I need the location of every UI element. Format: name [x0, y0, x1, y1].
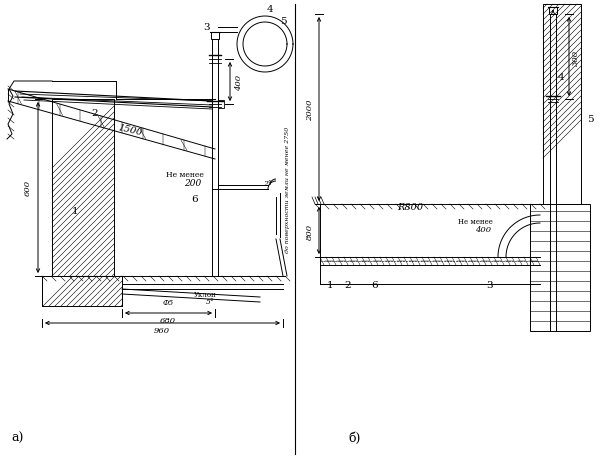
Text: 400: 400 — [475, 225, 491, 234]
Text: 6: 6 — [371, 280, 379, 289]
Text: Не менее: Не менее — [166, 171, 204, 179]
Text: 800: 800 — [306, 224, 314, 240]
Text: 4: 4 — [557, 73, 565, 81]
Text: 2: 2 — [92, 108, 98, 117]
Text: 5°: 5° — [206, 297, 214, 305]
Text: 5: 5 — [587, 115, 593, 124]
Text: 1: 1 — [71, 207, 79, 216]
Text: 400: 400 — [235, 74, 243, 90]
Text: до поверхности земли не менее 2750: до поверхности земли не менее 2750 — [284, 127, 290, 252]
Text: 2°: 2° — [263, 179, 272, 188]
Text: 200: 200 — [184, 178, 202, 187]
Text: 1500: 1500 — [117, 123, 143, 137]
Bar — [218, 101, 224, 109]
Text: б): б) — [349, 431, 361, 443]
Text: Ф5: Ф5 — [163, 298, 173, 306]
Bar — [549, 8, 557, 15]
Text: 3: 3 — [487, 280, 493, 289]
Text: 600: 600 — [24, 179, 32, 196]
Text: 5: 5 — [280, 17, 286, 25]
Text: 680: 680 — [160, 316, 176, 325]
Text: 2: 2 — [344, 280, 352, 289]
Text: 3: 3 — [203, 22, 211, 31]
Text: Уклон: Уклон — [194, 291, 217, 298]
Text: 960: 960 — [154, 326, 170, 334]
Bar — [211, 33, 219, 40]
Text: Не менее: Не менее — [458, 218, 493, 225]
Text: 2000: 2000 — [306, 99, 314, 120]
Text: R800: R800 — [397, 203, 423, 212]
Text: 300: 300 — [572, 49, 580, 66]
Text: 4: 4 — [266, 6, 274, 15]
Text: а): а) — [12, 431, 24, 443]
Bar — [530, 205, 590, 331]
Bar — [543, 5, 581, 205]
Bar — [42, 276, 122, 306]
Text: 6: 6 — [191, 194, 199, 203]
Bar — [52, 100, 114, 276]
Text: 1: 1 — [326, 280, 334, 289]
